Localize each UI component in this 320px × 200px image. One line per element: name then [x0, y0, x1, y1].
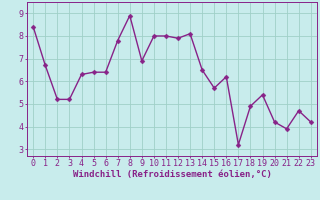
X-axis label: Windchill (Refroidissement éolien,°C): Windchill (Refroidissement éolien,°C) — [73, 170, 271, 179]
